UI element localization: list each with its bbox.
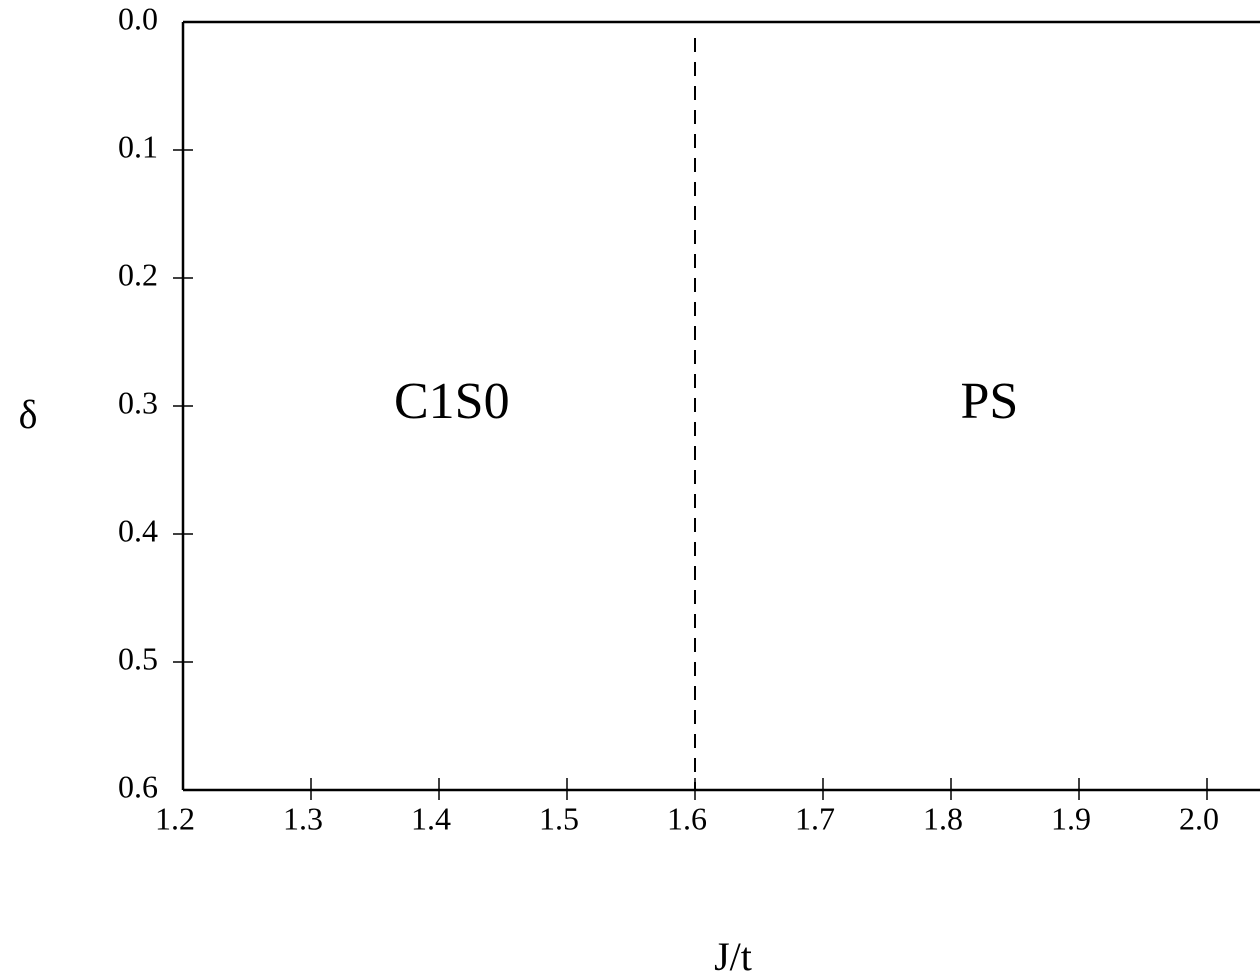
y-tick-label: 0.4 <box>118 512 158 548</box>
x-tick-label: 1.8 <box>923 800 963 836</box>
y-axis-label: δ <box>19 392 38 437</box>
x-tick-label: 1.7 <box>795 800 835 836</box>
axes <box>181 20 1260 792</box>
x-axis-ticks: 1.2 1.3 1.4 1.5 1.6 1.7 1.8 1.9 2.0 <box>155 778 1219 836</box>
x-tick-label: 1.6 <box>667 800 707 836</box>
y-axis-ticks: 0.0 0.1 0.2 0.3 0.4 0.5 0.6 <box>118 0 193 804</box>
y-tick-label: 0.3 <box>118 384 158 420</box>
y-tick-label: 0.0 <box>118 0 158 36</box>
x-tick-label: 1.3 <box>283 800 323 836</box>
y-tick-label: 0.5 <box>118 640 158 676</box>
x-axis-label: J/t <box>714 934 752 978</box>
region-label: PS <box>960 373 1018 430</box>
region-label: C1S0 <box>394 373 510 430</box>
x-tick-label: 1.9 <box>1051 800 1091 836</box>
y-tick-label: 0.1 <box>118 128 158 164</box>
y-tick-label: 0.6 <box>118 768 158 804</box>
phase-region-labels: C1S0 PS <box>394 373 1018 430</box>
y-tick-label: 0.2 <box>118 256 158 292</box>
x-tick-label: 1.4 <box>411 800 451 836</box>
x-tick-label: 2.0 <box>1179 800 1219 836</box>
x-tick-label: 1.5 <box>539 800 579 836</box>
x-tick-label: 1.2 <box>155 800 195 836</box>
